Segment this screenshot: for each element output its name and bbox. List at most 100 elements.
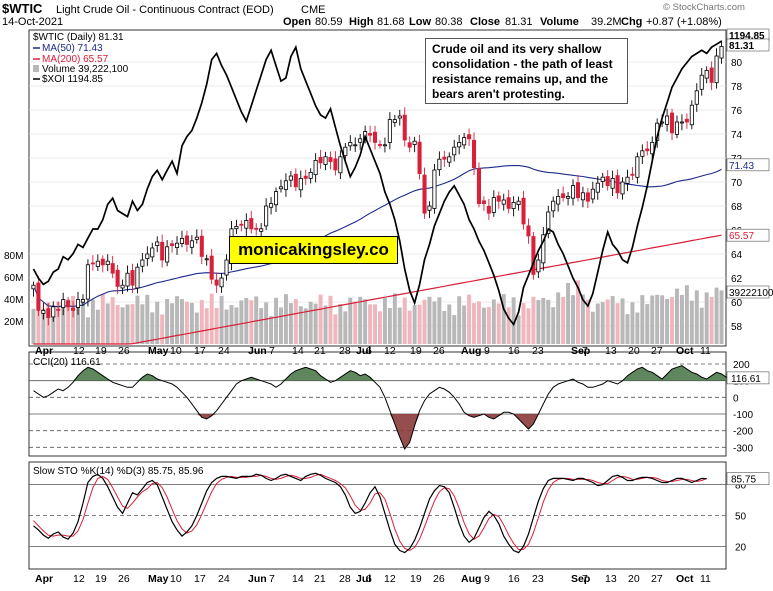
volume-bar <box>125 304 130 344</box>
volume-bar <box>476 301 481 344</box>
candle <box>61 292 66 316</box>
volume-bar <box>323 305 328 344</box>
candle-body <box>41 309 46 314</box>
candle-body <box>605 176 610 187</box>
volume-bar <box>447 304 452 344</box>
candle <box>546 205 551 239</box>
candle <box>506 189 511 214</box>
candle <box>665 108 670 132</box>
volume-bar <box>432 301 437 344</box>
volume-bar <box>655 294 660 344</box>
volume-bar <box>61 299 66 344</box>
candle-body <box>372 131 378 143</box>
candle <box>150 242 155 262</box>
price-x-label: 11 <box>700 345 711 357</box>
candle-body <box>392 119 397 123</box>
candle-body <box>244 219 249 229</box>
volume-bar <box>615 303 620 344</box>
candle-body <box>397 115 402 119</box>
candle-body <box>645 148 650 152</box>
candle <box>397 109 402 126</box>
candle-body <box>600 176 605 182</box>
candle-body <box>105 260 110 266</box>
candle <box>165 240 170 267</box>
candle <box>75 291 81 315</box>
volume-bar <box>402 297 407 344</box>
volume-bar <box>442 310 447 344</box>
price-x-label: Aug <box>461 345 481 357</box>
price-x-label: 17 <box>194 345 206 357</box>
volume-bar <box>556 292 561 344</box>
volume-bar <box>259 308 264 344</box>
candle <box>635 152 640 184</box>
volume-value-label: 39222100 <box>729 288 773 299</box>
volume-bar <box>625 314 630 344</box>
candle-body <box>546 211 551 234</box>
candle <box>412 136 417 153</box>
candle-body <box>368 133 373 136</box>
candle-body <box>75 299 81 308</box>
volume-bar <box>571 295 576 344</box>
volume-bar <box>452 315 457 344</box>
candle <box>516 196 521 211</box>
volume-bar <box>407 310 412 344</box>
volume-bar <box>338 304 343 344</box>
sto-x-label: 20 <box>628 573 640 585</box>
volume-bar <box>462 305 467 344</box>
price-x-label: Sep <box>571 345 590 357</box>
volume-bar <box>293 299 298 344</box>
volume-bar <box>516 315 521 344</box>
price-x-label: 20 <box>628 345 640 357</box>
candle-body <box>640 150 645 157</box>
candle-body <box>90 262 95 265</box>
sto-x-label: Jun <box>248 573 267 585</box>
candle <box>368 125 373 143</box>
candle <box>110 255 115 279</box>
high-value: 81.68 <box>377 16 405 28</box>
candle-body <box>239 223 244 226</box>
sto-x-label: 23 <box>532 573 544 585</box>
candle <box>605 170 610 191</box>
volume-bar <box>709 296 714 344</box>
price-x-label: 28 <box>339 345 351 357</box>
candle <box>719 40 724 64</box>
volume-bar <box>189 302 194 344</box>
sto-x-label: Sep <box>571 573 590 585</box>
sto-x-label: 16 <box>508 573 520 585</box>
candle-body <box>491 197 496 213</box>
candle-body <box>377 144 383 146</box>
candle-body <box>526 225 531 237</box>
close-label: Close <box>470 16 500 28</box>
sto-x-label: 21 <box>314 573 326 585</box>
candle <box>298 170 303 198</box>
candle <box>160 234 165 268</box>
volume-bar <box>120 307 125 344</box>
candle <box>600 172 605 188</box>
volume-bar <box>140 304 145 344</box>
low-label: Low <box>409 16 431 28</box>
volume-bar <box>630 302 635 344</box>
candle <box>36 276 41 316</box>
sto-x-label: 6 <box>366 573 372 585</box>
price-x-label: Apr <box>35 345 53 357</box>
candle-body <box>615 175 620 194</box>
candle-body <box>150 247 155 258</box>
candle <box>140 252 145 273</box>
candle-body <box>179 237 185 244</box>
price-tick-label: 60 <box>731 298 743 309</box>
price-x-label: 7 <box>269 345 275 357</box>
volume-bar <box>110 297 115 344</box>
candle-body <box>422 174 427 214</box>
candle-body <box>199 235 204 257</box>
candle-body <box>674 121 680 135</box>
sto-k-line <box>33 472 707 554</box>
candle <box>402 107 407 147</box>
candle <box>269 197 274 215</box>
candle-body <box>308 171 313 179</box>
candle-body <box>669 112 675 134</box>
volume-bar <box>229 305 234 344</box>
candle <box>437 151 442 176</box>
candle-body <box>630 173 635 176</box>
candle-body <box>51 306 56 318</box>
